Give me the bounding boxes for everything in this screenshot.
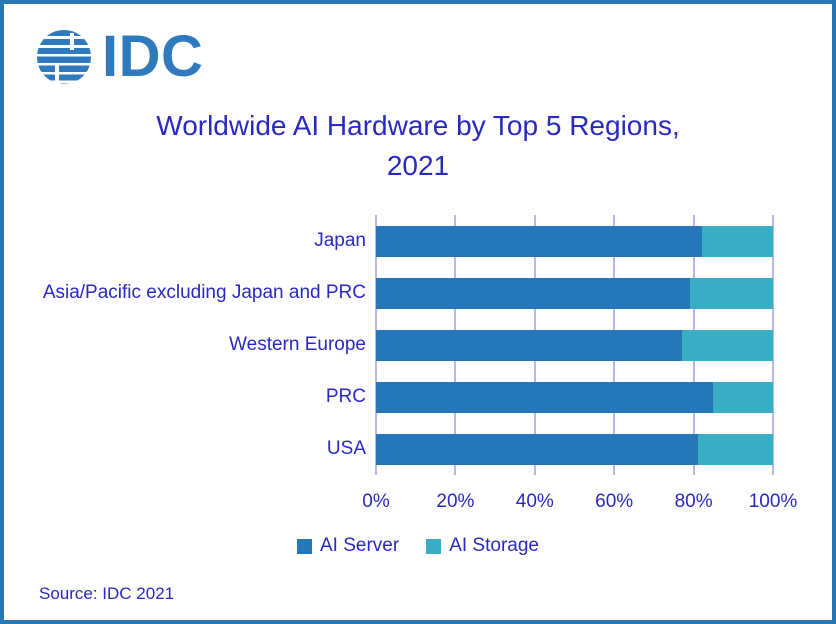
- stacked-bar-asia-pacific-excluding-japan-and-prc: [376, 277, 773, 309]
- bar-segment-ai-storage-western-europe: [681, 329, 773, 361]
- source-note: Source: IDC 2021: [39, 584, 175, 603]
- x-tick-label-60: 60%: [595, 491, 634, 512]
- bar-row-prc: [376, 371, 773, 423]
- category-label-japan: Japan: [314, 230, 366, 251]
- bar-segment-ai-server-japan: [376, 225, 702, 257]
- legend-label-ai-server: AI Server: [320, 535, 400, 556]
- stacked-bar-western-europe: [376, 329, 773, 361]
- gridline-100: [772, 215, 774, 475]
- bar-segment-ai-storage-prc: [713, 381, 773, 413]
- x-tick-label-80: 80%: [674, 491, 713, 512]
- bar-segment-ai-server-usa: [376, 433, 698, 465]
- bar-segment-ai-server-asia-pacific-excluding-japan-and-prc: [376, 277, 690, 309]
- idc-logo: IDC: [37, 24, 204, 89]
- ai-storage-swatch-icon: [426, 538, 442, 554]
- stacked-bar-prc: [376, 381, 773, 413]
- legend: AI Server AI Storage: [4, 535, 832, 557]
- ai-server-swatch-icon: [297, 538, 312, 554]
- x-tick-label-20: 20%: [436, 491, 475, 512]
- bar-segment-ai-server-prc: [376, 381, 714, 413]
- bar-segment-ai-storage-japan: [701, 225, 773, 257]
- x-tick-label-0: 0%: [362, 491, 390, 512]
- stacked-bar-usa: [376, 433, 773, 465]
- category-label-asia-pacific-excluding-japan-and-prc: Asia/Pacific excluding Japan and PRC: [42, 282, 366, 303]
- stacked-bar-japan: [376, 225, 773, 257]
- chart-title-line1: Worldwide AI Hardware by Top 5 Regions,: [156, 110, 680, 141]
- idc-logo-text: IDC: [102, 24, 204, 89]
- category-label-prc: PRC: [325, 386, 366, 407]
- legend-label-ai-storage: AI Storage: [449, 535, 539, 556]
- chart-title: Worldwide AI Hardware by Top 5 Regions, …: [4, 106, 832, 186]
- x-axis-ticks: 0% 20% 40% 60% 80% 100%: [362, 491, 797, 515]
- bar-row-western-europe: [376, 319, 773, 371]
- bar-row-usa: [376, 423, 773, 475]
- category-label-usa: USA: [326, 438, 366, 459]
- bar-segment-ai-server-western-europe: [376, 329, 682, 361]
- bar-segment-ai-storage-usa: [697, 433, 773, 465]
- x-tick-label-100: 100%: [748, 491, 798, 512]
- legend-item-ai-storage: AI Storage: [426, 535, 539, 557]
- category-label-western-europe: Western Europe: [229, 334, 366, 355]
- chart-title-line2: 2021: [386, 150, 450, 181]
- bar-row-japan: [376, 215, 773, 267]
- bar-segment-ai-storage-asia-pacific-excluding-japan-and-prc: [689, 277, 773, 309]
- legend-item-ai-server: AI Server: [297, 535, 399, 557]
- x-tick-label-40: 40%: [515, 491, 554, 512]
- plot-area: [375, 215, 774, 475]
- category-labels: Japan Asia/Pacific excluding Japan and PR…: [4, 215, 366, 475]
- idc-globe-icon: [37, 30, 91, 84]
- bar-row-asia-pacific-excluding-japan-and-prc: [376, 267, 773, 319]
